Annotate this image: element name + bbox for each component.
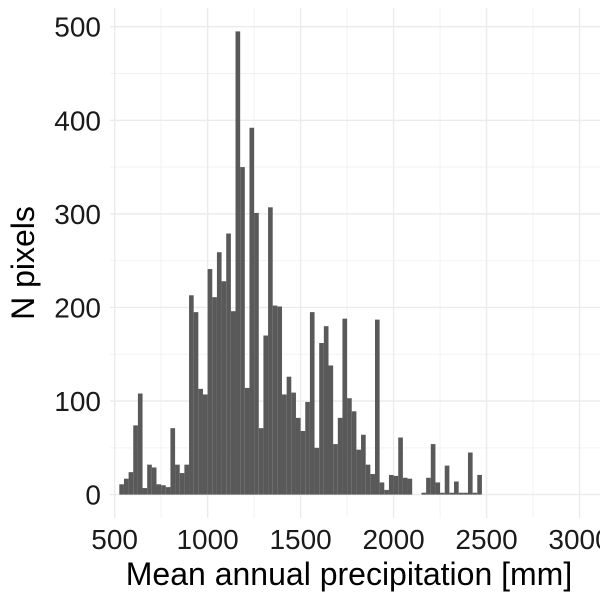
histogram-bar: [193, 312, 199, 495]
histogram-bar: [212, 297, 217, 495]
histogram-bar: [388, 474, 394, 495]
y-axis-tick-labels: 0 100 200 300 400 500: [54, 12, 101, 511]
x-tick-label: 1500: [269, 524, 331, 555]
histogram-bar: [407, 478, 413, 495]
histogram-bar: [309, 312, 315, 495]
histogram-bar: [467, 452, 473, 495]
histogram-bar: [305, 401, 310, 495]
histogram-bar: [328, 365, 334, 495]
histogram-bar: [198, 388, 203, 495]
y-axis-title: N pixels: [5, 206, 41, 320]
histogram-bar: [268, 207, 273, 495]
histogram-bar: [342, 318, 348, 495]
histogram-bar: [179, 473, 185, 495]
histogram-bar: [291, 392, 296, 495]
histogram-bar: [295, 417, 301, 495]
histogram-bar: [384, 489, 389, 495]
histogram-bar: [207, 269, 213, 495]
histogram-bar: [463, 492, 468, 495]
histogram-bar: [161, 485, 166, 495]
histogram-bar: [314, 447, 320, 495]
histogram-bar: [244, 387, 250, 495]
histogram-bar: [333, 444, 338, 495]
histogram-bar: [258, 428, 264, 495]
histogram-bar: [300, 430, 306, 495]
histogram-bar: [240, 167, 245, 495]
histogram-bar: [226, 233, 231, 495]
histogram-bar: [426, 477, 431, 495]
histogram-bar: [202, 394, 208, 495]
y-tick-label: 500: [54, 12, 101, 43]
histogram-bars: [119, 31, 482, 495]
histogram-bar: [393, 475, 399, 495]
histogram-bar: [123, 478, 129, 495]
histogram-bar: [421, 492, 427, 495]
histogram-bar: [249, 127, 255, 495]
histogram-bar: [319, 343, 324, 495]
histogram-bar: [370, 474, 375, 495]
histogram-bar: [151, 467, 157, 495]
histogram-bar: [137, 393, 143, 495]
histogram-bar: [254, 212, 259, 495]
y-tick-label: 400: [54, 105, 101, 136]
y-tick-label: 200: [54, 292, 101, 323]
histogram-bar: [472, 492, 478, 495]
histogram-bar: [175, 464, 180, 495]
histogram-bar: [402, 477, 408, 495]
histogram-bar: [277, 306, 283, 495]
histogram-bar: [133, 425, 138, 495]
histogram-bar: [440, 492, 445, 495]
histogram-bar: [184, 464, 190, 495]
histogram-bar: [374, 319, 380, 495]
x-tick-label: 2000: [362, 524, 424, 555]
histogram-bar: [286, 376, 292, 495]
histogram-bar: [147, 464, 152, 495]
histogram-bar: [221, 281, 227, 495]
histogram-bar: [347, 398, 352, 495]
histogram-bar: [365, 464, 371, 495]
y-tick-label: 300: [54, 199, 101, 230]
y-tick-label: 0: [85, 480, 101, 511]
histogram-bar: [156, 484, 162, 495]
histogram-bar: [356, 449, 362, 495]
histogram-bar: [216, 252, 222, 495]
histogram-bar: [379, 482, 385, 495]
histogram-bar: [272, 305, 278, 495]
histogram-bar: [351, 411, 357, 495]
histogram-bar: [170, 428, 176, 495]
histogram-bar: [435, 482, 441, 495]
histogram-bar: [449, 492, 455, 495]
x-tick-label: 2500: [455, 524, 517, 555]
histogram-bar: [454, 481, 459, 495]
x-tick-label: 500: [91, 524, 138, 555]
histogram-bar: [235, 31, 241, 495]
histogram-bar: [165, 487, 171, 495]
histogram-bar: [230, 311, 236, 495]
histogram-bar: [444, 465, 450, 495]
histogram-bar: [458, 492, 464, 495]
histogram-bar: [142, 488, 148, 495]
histogram-bar: [282, 394, 287, 495]
histogram-bar: [398, 437, 403, 495]
histogram-bar: [128, 472, 134, 495]
histogram-bar: [361, 434, 366, 495]
x-tick-label: 1000: [176, 524, 238, 555]
histogram-bar: [430, 444, 436, 495]
y-tick-label: 100: [54, 386, 101, 417]
histogram-bar: [477, 474, 482, 495]
x-axis-title: Mean annual precipitation [mm]: [126, 556, 572, 592]
histogram-bar: [337, 417, 343, 495]
histogram-bar: [119, 484, 124, 495]
histogram-bar: [323, 326, 329, 495]
histogram-bar: [189, 295, 194, 495]
histogram-bar: [263, 335, 269, 495]
